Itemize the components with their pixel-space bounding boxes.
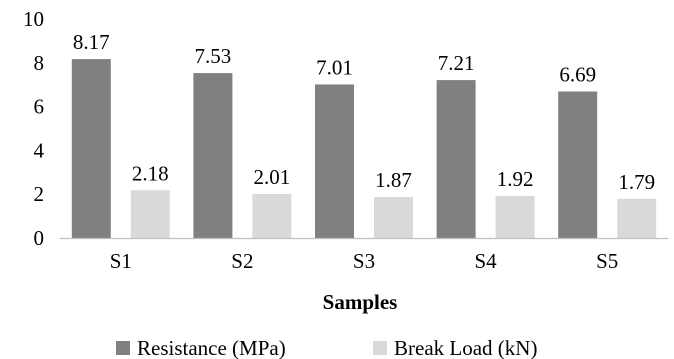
bars xyxy=(71,59,657,239)
legend-swatch xyxy=(116,341,130,355)
legend-swatch xyxy=(373,341,387,355)
data-label: 6.69 xyxy=(559,62,596,86)
bar-break-load-s3 xyxy=(374,197,413,238)
data-label: 7.21 xyxy=(438,51,475,75)
data-label: 1.92 xyxy=(497,167,534,191)
data-label: 7.53 xyxy=(195,44,232,68)
bar-resistance-s3 xyxy=(315,84,354,238)
x-tick-label: S1 xyxy=(110,249,132,273)
legend-label: Resistance (MPa) xyxy=(137,336,286,359)
x-tick-label: S5 xyxy=(596,249,618,273)
data-label: 8.17 xyxy=(73,30,110,54)
data-label: 2.01 xyxy=(254,165,291,189)
x-axis-ticks: S1 S2 S3 S4 S5 xyxy=(110,249,619,273)
x-tick-label: S3 xyxy=(353,249,375,273)
x-axis-title: Samples xyxy=(323,290,398,314)
y-tick-label: 2 xyxy=(34,182,45,206)
bar-resistance-s5 xyxy=(558,91,598,238)
bar-resistance-s1 xyxy=(71,59,111,239)
data-label: 1.79 xyxy=(618,170,655,194)
y-axis-ticks: 0 2 4 6 8 10 xyxy=(23,7,45,250)
data-label: 7.01 xyxy=(316,55,353,79)
y-tick-label: 6 xyxy=(34,95,45,119)
data-labels: 8.17 2.18 7.53 2.01 7.01 1.87 7.21 1.92 6.69 1.79 xyxy=(73,30,655,194)
bar-break-load-s5 xyxy=(617,198,657,238)
bar-resistance-s4 xyxy=(436,80,476,238)
bar-break-load-s4 xyxy=(495,195,535,238)
data-label: 1.87 xyxy=(375,168,412,192)
y-tick-label: 10 xyxy=(23,7,44,31)
data-label: 2.18 xyxy=(132,161,169,185)
legend-item: Break Load (kN) xyxy=(373,336,537,359)
legend-item: Resistance (MPa) xyxy=(116,336,286,359)
x-tick-label: S2 xyxy=(231,249,253,273)
bar-resistance-s2 xyxy=(193,73,233,238)
bar-break-load-s2 xyxy=(252,193,292,238)
y-tick-label: 8 xyxy=(34,51,45,75)
x-tick-label: S4 xyxy=(475,249,498,273)
y-tick-label: 0 xyxy=(34,226,45,250)
legend: Resistance (MPa) Break Load (kN) xyxy=(116,336,537,359)
bar-break-load-s1 xyxy=(130,190,170,238)
y-tick-label: 4 xyxy=(34,138,45,162)
legend-label: Break Load (kN) xyxy=(394,336,537,359)
